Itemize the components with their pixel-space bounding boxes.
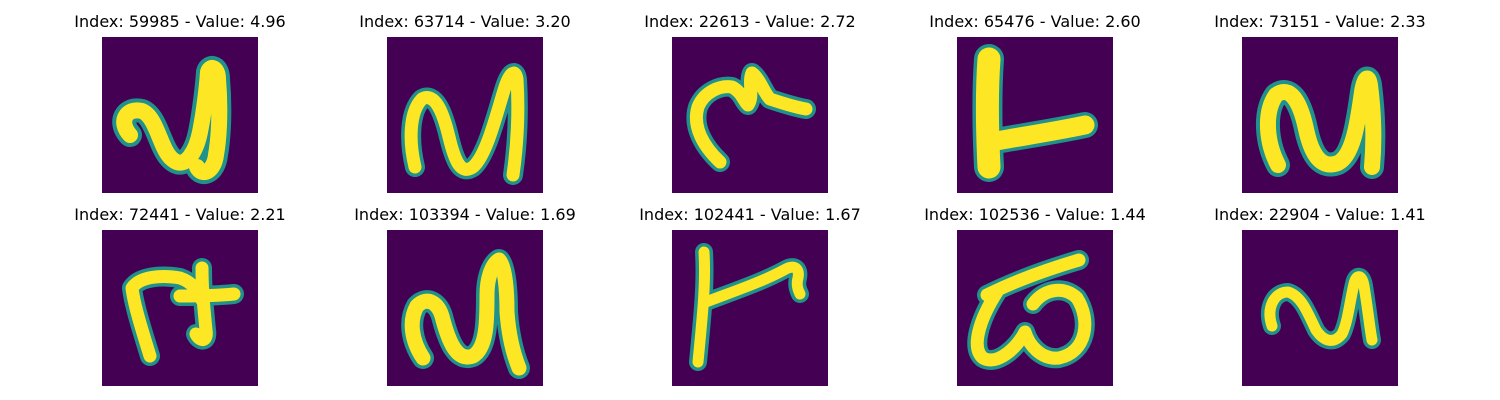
digit-stroke: [404, 252, 527, 376]
digit-panel: Index: 72441 - Value: 2.21: [40, 205, 320, 386]
panel-title: Index: 102441 - Value: 1.67: [639, 205, 861, 224]
panel-title: Index: 65476 - Value: 2.60: [929, 12, 1141, 31]
digit-image: [102, 230, 258, 386]
digit-stroke: [700, 261, 806, 308]
panel-title: Index: 59985 - Value: 4.96: [74, 12, 286, 31]
digit-panel: Index: 22613 - Value: 2.72: [610, 12, 890, 193]
digit-stroke: [690, 66, 813, 169]
digit-image: [957, 37, 1113, 193]
digit-image: [1242, 37, 1398, 193]
panel-title: Index: 22613 - Value: 2.72: [644, 12, 856, 31]
panel-title: Index: 102536 - Value: 1.44: [924, 205, 1146, 224]
panel-title: Index: 73151 - Value: 2.33: [1214, 12, 1426, 31]
digit-stroke: [1264, 271, 1378, 346]
digit-panel: Index: 102441 - Value: 1.67: [610, 205, 890, 386]
digit-stroke: [173, 287, 241, 303]
digit-stroke: [970, 283, 1092, 367]
digit-image: [957, 230, 1113, 386]
digit-panel: Index: 65476 - Value: 2.60: [895, 12, 1175, 193]
digit-image: [672, 37, 828, 193]
panel-title: Index: 103394 - Value: 1.69: [354, 205, 576, 224]
digit-panel: Index: 63714 - Value: 3.20: [325, 12, 605, 193]
digit-stroke: [116, 60, 228, 181]
digit-panel: Index: 22904 - Value: 1.41: [1180, 205, 1460, 386]
digit-image: [102, 37, 258, 193]
digit-image: [387, 230, 543, 386]
digit-image: [672, 230, 828, 386]
digit-stroke: [1259, 70, 1382, 175]
digit-image: [1242, 230, 1398, 386]
digit-panel: Index: 59985 - Value: 4.96: [40, 12, 320, 193]
panel-title: Index: 72441 - Value: 2.21: [74, 205, 286, 224]
digit-panel: Index: 103394 - Value: 1.69: [325, 205, 605, 386]
digit-stroke: [189, 261, 213, 346]
digit-panel: Index: 102536 - Value: 1.44: [895, 205, 1175, 386]
digit-stroke: [125, 270, 209, 363]
digit-stroke: [976, 47, 1001, 179]
digit-background: [102, 230, 258, 386]
digit-image: [387, 37, 543, 193]
digit-stroke: [404, 66, 525, 182]
panel-title: Index: 22904 - Value: 1.41: [1214, 205, 1426, 224]
digit-panel: Index: 73151 - Value: 2.33: [1180, 12, 1460, 193]
digit-stroke: [981, 115, 1095, 152]
panel-title: Index: 63714 - Value: 3.20: [359, 12, 571, 31]
